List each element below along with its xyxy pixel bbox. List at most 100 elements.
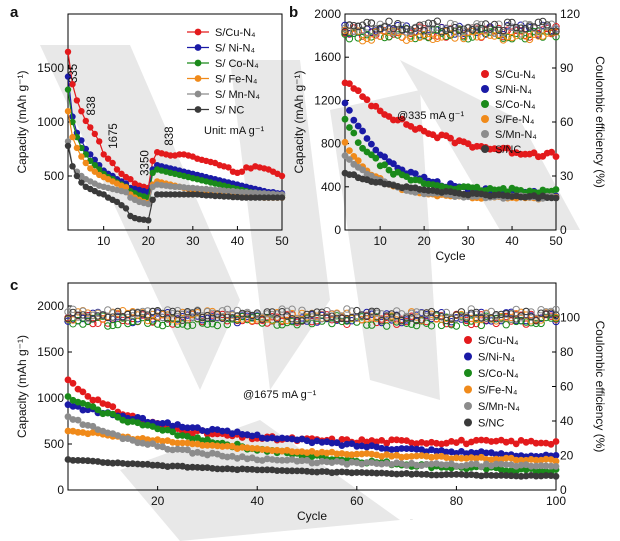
data-point [258, 446, 266, 453]
data-point [124, 460, 132, 468]
y2-tick-label: 120 [560, 7, 580, 21]
data-point [283, 456, 291, 464]
ce-point [129, 309, 137, 317]
ce-point [543, 21, 551, 29]
ce-point [487, 314, 495, 322]
data-point [428, 460, 435, 468]
data-point [158, 191, 165, 198]
ce-point [358, 311, 366, 319]
data-point [278, 467, 286, 474]
data-point [542, 462, 550, 470]
data-point [256, 194, 263, 201]
ce-point [124, 310, 132, 319]
legend-marker [194, 90, 202, 98]
ce-point [74, 316, 82, 325]
ce-point [258, 313, 266, 321]
legend: S/Cu-N₄ S/ Ni-N₄ S/ Co-N₄ S/ Fe-N₄ S/ Mn-N₄ S… [187, 27, 260, 117]
ce-point [521, 24, 529, 33]
data-point [118, 202, 125, 209]
data-point [113, 166, 121, 173]
legend-label: S/Co-N₄ [495, 99, 536, 111]
data-point [383, 470, 391, 477]
data-point [109, 459, 117, 467]
ce-point [385, 33, 393, 41]
data-point [174, 462, 182, 470]
data-point [341, 138, 349, 146]
ce-point [532, 317, 540, 325]
ce-point [525, 35, 534, 44]
legend-marker [481, 100, 489, 108]
data-point [64, 142, 72, 149]
ce-point [350, 22, 358, 30]
ce-point [278, 316, 286, 325]
data-point [69, 113, 76, 120]
legend-label: S/ Ni-N₄ [215, 43, 255, 55]
ce-point [417, 316, 426, 324]
ce-point [442, 32, 450, 40]
ce-point [437, 315, 446, 323]
ce-point [363, 18, 371, 27]
data-point [73, 144, 81, 152]
ce-point [84, 309, 92, 317]
data-point [91, 162, 99, 169]
data-point [64, 73, 72, 80]
ce-point [354, 22, 362, 31]
ce-point [333, 310, 341, 318]
data-point [288, 448, 296, 456]
ce-point [283, 316, 291, 325]
ce-point [552, 23, 560, 31]
ce-point [389, 28, 398, 37]
ce-point [442, 308, 451, 317]
data-point [89, 396, 97, 404]
data-point [372, 146, 380, 154]
ce-point [173, 310, 182, 318]
ce-point [490, 32, 499, 40]
y-tick-label: 1600 [314, 50, 341, 64]
ce-point [328, 312, 336, 320]
data-point [154, 191, 161, 198]
ce-point [422, 309, 431, 317]
ce-point [348, 313, 356, 322]
data-point [341, 152, 349, 160]
ce-point [385, 28, 393, 36]
data-point [547, 462, 555, 470]
data-point [363, 459, 371, 466]
data-point [82, 117, 90, 125]
ce-point [503, 23, 512, 31]
data-point [346, 147, 353, 155]
data-point [149, 461, 157, 469]
ce-point [263, 315, 271, 323]
y-tick-label: 2000 [37, 299, 64, 313]
ce-point [457, 313, 466, 321]
data-point [453, 454, 460, 462]
ce-point [372, 29, 380, 37]
ce-point [367, 19, 376, 27]
ce-point [341, 28, 349, 36]
ce-point [380, 27, 389, 35]
data-point [408, 453, 415, 460]
data-point [180, 191, 188, 198]
y2-tick-label: 40 [560, 414, 574, 428]
ce-point [268, 308, 276, 316]
data-point [353, 469, 361, 476]
data-point [238, 465, 246, 473]
y-tick-label: 0 [334, 223, 341, 237]
data-point [547, 440, 555, 448]
data-point [214, 442, 221, 450]
ce-point [507, 310, 515, 318]
ce-point [288, 315, 296, 323]
ce-point [522, 320, 530, 328]
x-tick-label: 80 [450, 494, 464, 508]
data-point [467, 460, 475, 468]
ce-point [313, 318, 321, 326]
ce-point [452, 322, 461, 330]
x-tick-label: 20 [151, 494, 165, 508]
y2-tick-label: 20 [560, 449, 574, 463]
data-point [198, 185, 205, 193]
data-point [263, 466, 271, 474]
data-point [214, 465, 221, 473]
ce-point [378, 317, 386, 325]
x-tick-label: 30 [186, 234, 200, 248]
data-point [113, 198, 121, 206]
ce-point [198, 313, 207, 322]
